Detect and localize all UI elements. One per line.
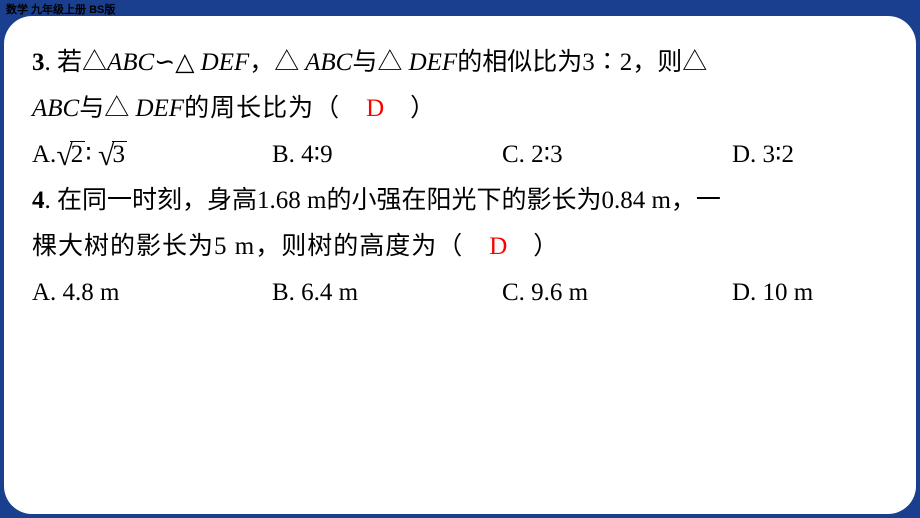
q3-tri2: △ [175,49,194,76]
q3-options: A.√2∶ √3 B. 4∶9 C. 2∶3 D. 3∶2 [32,132,888,178]
q3-optA-label: A. [32,141,56,168]
q3-def3: DEF [129,95,184,122]
q3-l2d: ） [384,95,436,122]
q4-optC: C. 9.6 m [502,270,732,316]
q3-sim: ∽ [154,49,175,76]
q3-optB: B. 4∶9 [272,132,502,178]
q3-t1: . 若△ [45,49,108,76]
q4-number: 4 [32,187,45,214]
q3-abc2: ABC [299,49,352,76]
q3-abc1: ABC [107,49,154,76]
q3-c1: ，△ [249,49,299,76]
q3-with: 与△ [352,49,402,76]
q3-l2b: 与△ [79,95,129,122]
q3-t2: 的相似比为3∶2，则△ [457,49,707,76]
q4-answer: D [489,233,507,260]
q3-def1: DEF [194,49,249,76]
q4-options: A. 4.8 m B. 6.4 m C. 9.6 m D. 10 m [32,270,888,316]
q3-l2c: 的周长比为（ [184,95,366,122]
q3-optA: A.√2∶ √3 [32,132,272,178]
q4-l2a: 棵大树的影长为5 m，则树的高度为（ [32,233,489,260]
content-card: 3. 若△ABC∽△ DEF，△ ABC与△ DEF的相似比为3∶2，则△ AB… [4,16,916,514]
q3-answer: D [366,95,384,122]
sqrt-3: √3 [98,132,127,178]
q4-optD: D. 10 m [732,270,813,316]
q3-optD: D. 3∶2 [732,132,794,178]
q4-l2b: ） [507,233,559,260]
q4-line1: 4. 在同一时刻，身高1.68 m的小强在阳光下的影长为0.84 m，一 [32,178,888,224]
q4-optB: B. 6.4 m [272,270,502,316]
q4-optA: A. 4.8 m [32,270,272,316]
q3-optC: C. 2∶3 [502,132,732,178]
q3-line2: ABC与△ DEF的周长比为（ D ） [32,86,888,132]
q4-line2: 棵大树的影长为5 m，则树的高度为（ D ） [32,224,888,270]
q3-l2a: ABC [32,95,79,122]
sqrt-2: √2 [56,132,85,178]
q3-line1: 3. 若△ABC∽△ DEF，△ ABC与△ DEF的相似比为3∶2，则△ [32,40,888,86]
q3-number: 3 [32,49,45,76]
header-text: 数学 九年级上册 BS版 [6,1,115,17]
q3-def2: DEF [402,49,457,76]
q4-t1: . 在同一时刻，身高1.68 m的小强在阳光下的影长为0.84 m，一 [45,187,721,214]
q3-optA-colon: ∶ [85,141,92,168]
